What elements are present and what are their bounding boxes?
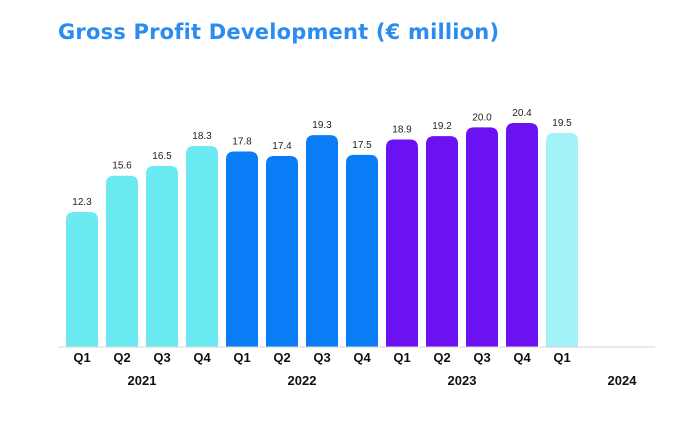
tick-label-8: Q4 [353,350,371,365]
bar-2 [106,175,138,347]
tick-label-1: Q1 [73,350,90,365]
bar-6 [266,155,298,347]
value-label-4: 18.3 [192,131,212,142]
tick-label-13: Q1 [553,350,570,365]
bar-5 [226,151,258,347]
value-label-11: 20.0 [472,112,492,123]
bar-7 [306,135,338,347]
value-label-7: 19.3 [312,120,332,131]
bar-1 [66,211,98,347]
chart-title: Gross Profit Development (€ million) [58,20,500,44]
bar-12 [506,123,538,347]
value-label-9: 18.9 [392,124,412,135]
value-label-3: 16.5 [152,151,172,162]
bar-4 [186,146,218,347]
tick-label-5: Q1 [233,350,250,365]
value-label-10: 19.2 [432,121,452,132]
value-label-2: 15.6 [112,161,132,172]
year-label-2021: 2021 [128,373,157,388]
tick-label-10: Q2 [433,350,450,365]
year-label-2022: 2022 [288,373,317,388]
bar-13 [546,132,578,347]
year-label-2023: 2023 [448,373,477,388]
bar-11 [466,127,498,348]
tick-label-2: Q2 [113,350,130,365]
value-label-8: 17.5 [352,140,372,151]
tick-label-9: Q1 [393,350,410,365]
tick-label-12: Q4 [513,350,531,365]
tick-label-7: Q3 [313,350,330,365]
tick-labels-group: Q1 Q2 Q3 Q4 Q1 Q2 Q3 Q4 Q1 Q2 Q3 Q4 Q1 [73,350,570,365]
bar-9 [386,139,418,347]
value-label-13: 19.5 [552,118,572,129]
bar-8 [346,154,378,347]
tick-label-11: Q3 [473,350,490,365]
value-label-12: 20.4 [512,108,532,119]
value-labels-group: 12.3 15.6 16.5 18.3 17.8 17.4 19.3 17.5 18.9 19.2… [72,108,572,208]
year-label-2024: 2024 [608,373,638,388]
tick-label-6: Q2 [273,350,290,365]
year-labels-group: 2021 2022 2023 2024 [128,373,638,388]
tick-label-4: Q4 [193,350,211,365]
tick-label-3: Q3 [153,350,170,365]
value-label-1: 12.3 [72,197,92,208]
value-label-6: 17.4 [272,141,292,152]
bar-10 [426,136,458,347]
value-label-5: 17.8 [232,137,252,148]
bar-3 [146,165,178,347]
bars-group [66,123,578,348]
